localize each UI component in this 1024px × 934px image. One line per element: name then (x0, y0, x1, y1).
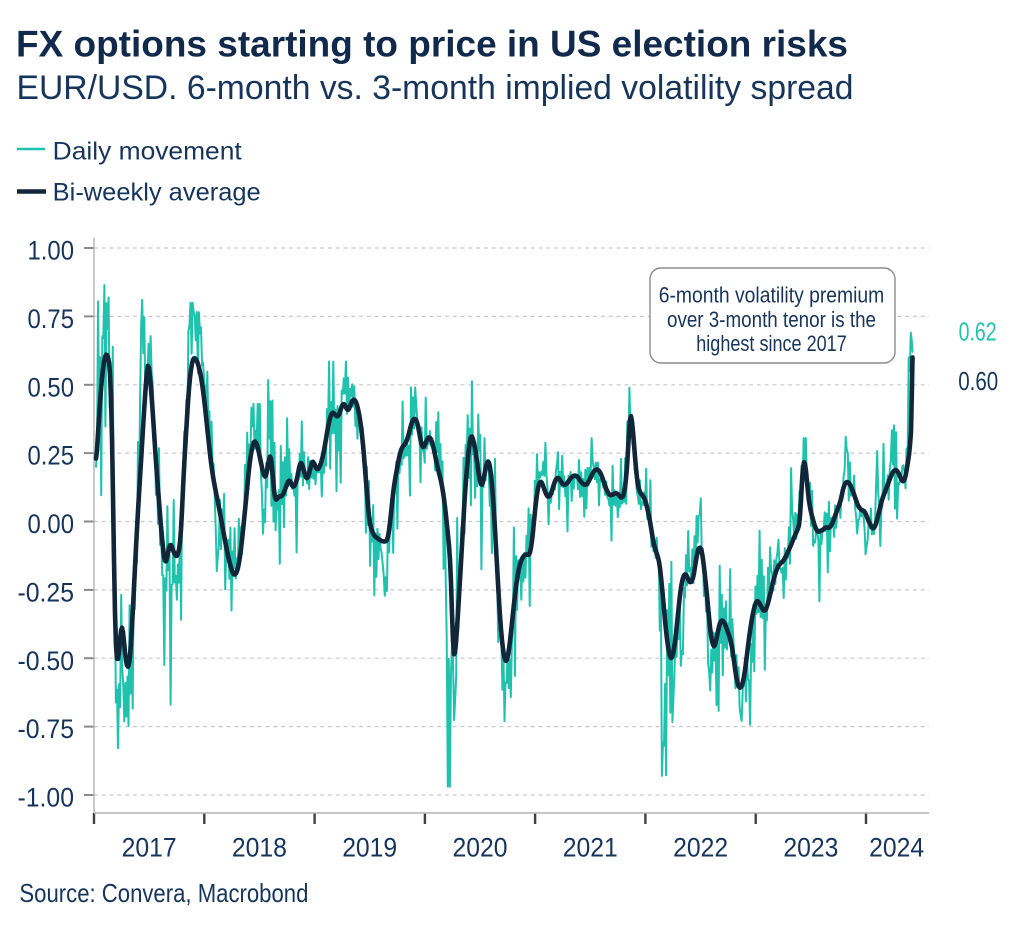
svg-text:-0.50: -0.50 (18, 646, 75, 676)
svg-text:over 3-month tenor is the: over 3-month tenor is the (667, 307, 876, 332)
svg-text:Daily movement: Daily movement (53, 137, 242, 165)
svg-text:2021: 2021 (563, 833, 618, 863)
svg-text:-0.75: -0.75 (18, 714, 75, 744)
svg-text:2019: 2019 (342, 833, 397, 863)
svg-text:6-month volatility premium: 6-month volatility premium (659, 283, 885, 308)
svg-text:1.00: 1.00 (28, 236, 75, 266)
svg-text:0.62: 0.62 (959, 316, 997, 346)
svg-text:2017: 2017 (122, 833, 177, 863)
svg-text:Source: Convera, Macrobond: Source: Convera, Macrobond (19, 878, 308, 908)
svg-text:EUR/USD. 6-month vs. 3-month i: EUR/USD. 6-month vs. 3-month implied vol… (17, 69, 854, 107)
svg-text:2018: 2018 (232, 833, 287, 863)
svg-text:0.50: 0.50 (28, 372, 75, 402)
svg-text:0.75: 0.75 (28, 304, 75, 334)
svg-text:2024: 2024 (869, 833, 924, 863)
svg-text:2022: 2022 (673, 833, 728, 863)
svg-text:2020: 2020 (453, 833, 508, 863)
svg-text:0.60: 0.60 (958, 366, 998, 396)
svg-text:-0.25: -0.25 (18, 578, 75, 608)
svg-text:0.00: 0.00 (28, 509, 75, 539)
svg-text:-1.00: -1.00 (18, 783, 75, 813)
svg-text:0.25: 0.25 (28, 441, 75, 471)
svg-text:2023: 2023 (783, 833, 838, 863)
svg-text:highest since 2017: highest since 2017 (696, 331, 847, 356)
svg-text:FX options starting to price i: FX options starting to price in US elect… (16, 24, 848, 65)
svg-text:Bi-weekly average: Bi-weekly average (53, 178, 261, 206)
